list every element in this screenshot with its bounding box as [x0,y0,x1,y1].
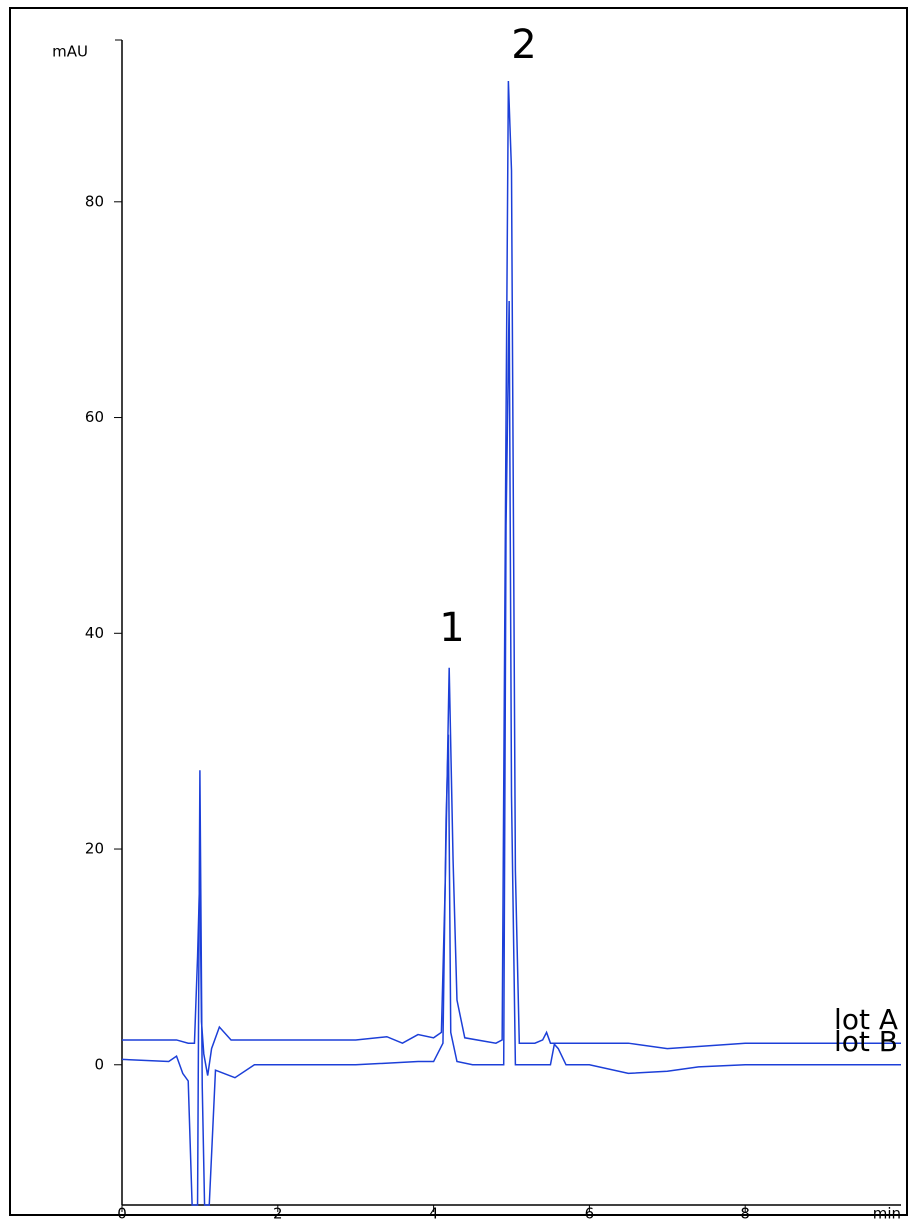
y-tick-label: 20 [85,840,104,858]
peak-label: 2 [511,22,536,68]
series-label: lot B [834,1025,898,1058]
y-axis-label: mAU [52,43,88,61]
x-tick-label: 0 [117,1205,127,1223]
series-line [122,80,901,1076]
peak-label: 1 [439,605,464,651]
x-axis-label: min [873,1205,901,1223]
x-tick-label: 2 [273,1205,283,1223]
frame [9,7,908,1216]
plot-area [122,80,901,1206]
y-tick-label: 60 [85,408,104,426]
series-label: lot A [834,1003,898,1036]
series-line [122,301,901,1206]
y-tick-label: 40 [85,624,104,642]
y-tick-label: 80 [85,192,104,210]
x-tick-label: 6 [585,1205,595,1223]
x-tick-label: 8 [740,1205,750,1223]
y-tick-label: 0 [94,1055,104,1073]
x-tick-label: 4 [429,1205,439,1223]
